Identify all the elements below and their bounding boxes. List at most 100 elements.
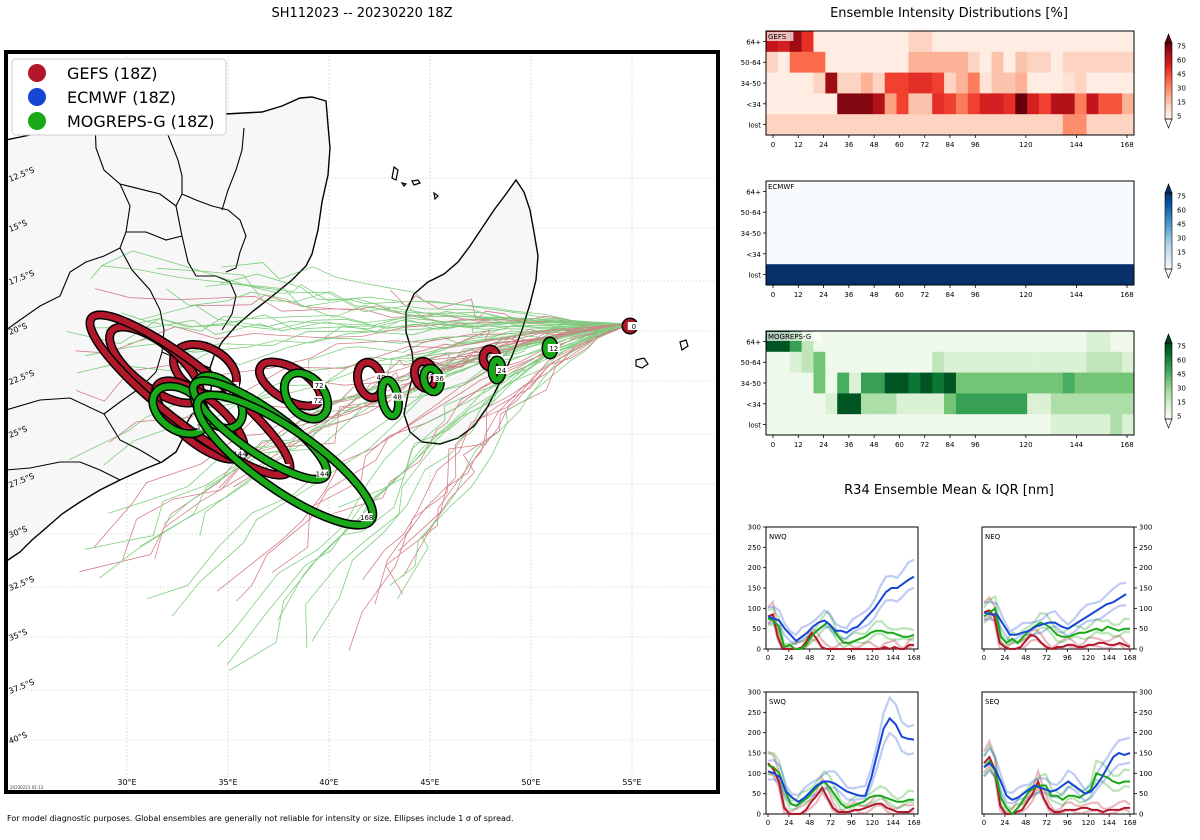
heatmap-cell — [813, 372, 826, 394]
intensity-x-tick: 84 — [946, 441, 955, 449]
heatmap-cell — [766, 264, 779, 286]
heatmap-cell — [944, 414, 957, 436]
heatmap-cell — [967, 72, 981, 94]
heatmap-cell — [860, 31, 874, 53]
r34-y-tick: 50 — [1139, 625, 1148, 633]
heatmap-cell — [801, 181, 814, 203]
heatmap-cell — [1062, 51, 1076, 73]
heatmap-cell — [991, 31, 1004, 53]
colorbar-tick: 45 — [1177, 71, 1186, 79]
heatmap-cell — [825, 181, 838, 203]
intensity-row-label: 64+ — [746, 338, 761, 346]
heatmap-cell — [896, 31, 909, 53]
r34-x-tick: 0 — [766, 819, 770, 827]
heatmap-cell — [1027, 243, 1040, 265]
r34-x-tick: 144 — [1102, 654, 1116, 662]
heatmap-cell — [1074, 351, 1087, 373]
heatmap-cell — [837, 51, 850, 73]
mogreps-ellipse-label: 168 — [360, 514, 373, 522]
heatmap-cell — [789, 222, 803, 244]
lon-label: 55°E — [622, 778, 641, 787]
r34-mogreps-mean — [767, 617, 915, 650]
heatmap-cell — [1074, 414, 1087, 436]
colorbar-tick: 5 — [1177, 413, 1181, 421]
r34-panel-seq: SEQ 0 50 100 150 200 250 300 0 24 48 72 96 120 144 168 — [981, 689, 1152, 827]
heatmap-cell — [789, 264, 803, 286]
heatmap-cell — [991, 243, 1004, 265]
r34-y-tick: 100 — [748, 605, 761, 613]
heatmap-cell — [1027, 201, 1040, 223]
heatmap-cell — [1110, 351, 1123, 373]
intensity-x-tick: 24 — [819, 141, 828, 149]
intensity-panel-label: ECMWF — [768, 183, 794, 191]
r34-y-tick: 150 — [1139, 750, 1152, 758]
r34-gefs-iqr-upper — [983, 595, 1131, 650]
heatmap-cell — [944, 351, 957, 373]
heatmap-cell — [1086, 31, 1099, 53]
heatmap-cell — [967, 414, 981, 436]
heatmap-cell — [932, 331, 945, 353]
heatmap-cell — [849, 93, 862, 115]
r34-ecmwf-iqr-upper — [983, 581, 1127, 633]
r34-ecmwf-mean — [767, 575, 915, 643]
heatmap-cell — [1098, 181, 1111, 203]
heatmap-cell — [837, 243, 850, 265]
intensity-x-tick: 72 — [920, 441, 929, 449]
heatmap-cell — [825, 72, 838, 94]
heatmap-cell — [1122, 201, 1135, 223]
colorbar-tick: 75 — [1177, 343, 1186, 351]
heatmap-cell — [1074, 93, 1087, 115]
heatmap-cell — [1074, 72, 1087, 94]
colorbar-tick: 30 — [1177, 385, 1186, 393]
heatmap-cell — [1062, 201, 1076, 223]
r34-y-tick: 300 — [748, 689, 761, 697]
track-line — [217, 323, 631, 648]
colorbar-tick: 75 — [1177, 43, 1186, 51]
heatmap-cell — [1110, 31, 1123, 53]
r34-ecmwf-iqr-lower — [983, 604, 1127, 643]
heatmap-cell — [991, 264, 1004, 286]
heatmap-cell — [849, 372, 862, 394]
heatmap-cell — [920, 243, 933, 265]
colorbar-mogreps-g: 75 60 45 30 15 5 — [1164, 333, 1186, 429]
heatmap-cell — [1086, 51, 1099, 73]
heatmap-cell — [1015, 351, 1028, 373]
heatmap-cell — [1062, 31, 1076, 53]
r34-x-tick: 120 — [1082, 654, 1095, 662]
heatmap-cell — [896, 72, 909, 94]
heatmap-cell — [920, 372, 933, 394]
heatmap-cell — [813, 51, 826, 73]
intensity-x-tick: 120 — [1019, 141, 1032, 149]
heatmap-cell — [944, 181, 957, 203]
heatmap-cell — [967, 201, 981, 223]
heatmap-cell — [932, 351, 945, 373]
heatmap-cell — [1050, 372, 1064, 394]
heatmap-cell — [896, 331, 909, 353]
heatmap-cell — [1074, 264, 1087, 286]
heatmap-cell — [896, 114, 909, 136]
heatmap-cell — [1098, 414, 1111, 436]
legend-mogreps-label: MOGREPS-G (18Z) — [67, 112, 214, 131]
heatmap-cell — [1086, 393, 1099, 415]
heatmap-cell — [1015, 181, 1028, 203]
heatmap-cell — [777, 72, 791, 94]
heatmap-cell — [920, 331, 933, 353]
heatmap-cell — [1110, 243, 1123, 265]
intensity-x-tick: 0 — [771, 291, 775, 299]
heatmap-cell — [813, 264, 826, 286]
heatmap-cell — [849, 222, 862, 244]
heatmap-cell — [1062, 222, 1076, 244]
legend-ecmwf-marker — [28, 88, 46, 106]
heatmap-cell — [1003, 243, 1016, 265]
intensity-panels: GEFS 64+ 50-64 34-50 <34 lost 0 12 24 36 48 60 72 84 9… — [741, 30, 1186, 449]
heatmap-cell — [1122, 72, 1135, 94]
heatmap-cell — [825, 243, 838, 265]
colorbar-tick: 15 — [1177, 399, 1186, 407]
r34-x-tick: 144 — [886, 654, 900, 662]
intensity-x-tick: 12 — [794, 291, 803, 299]
track-map: 0243648729612014416812243648729612014416… — [4, 50, 720, 794]
heatmap-cell — [860, 93, 874, 115]
heatmap-cell — [849, 414, 862, 436]
heatmap-cell — [801, 114, 814, 136]
